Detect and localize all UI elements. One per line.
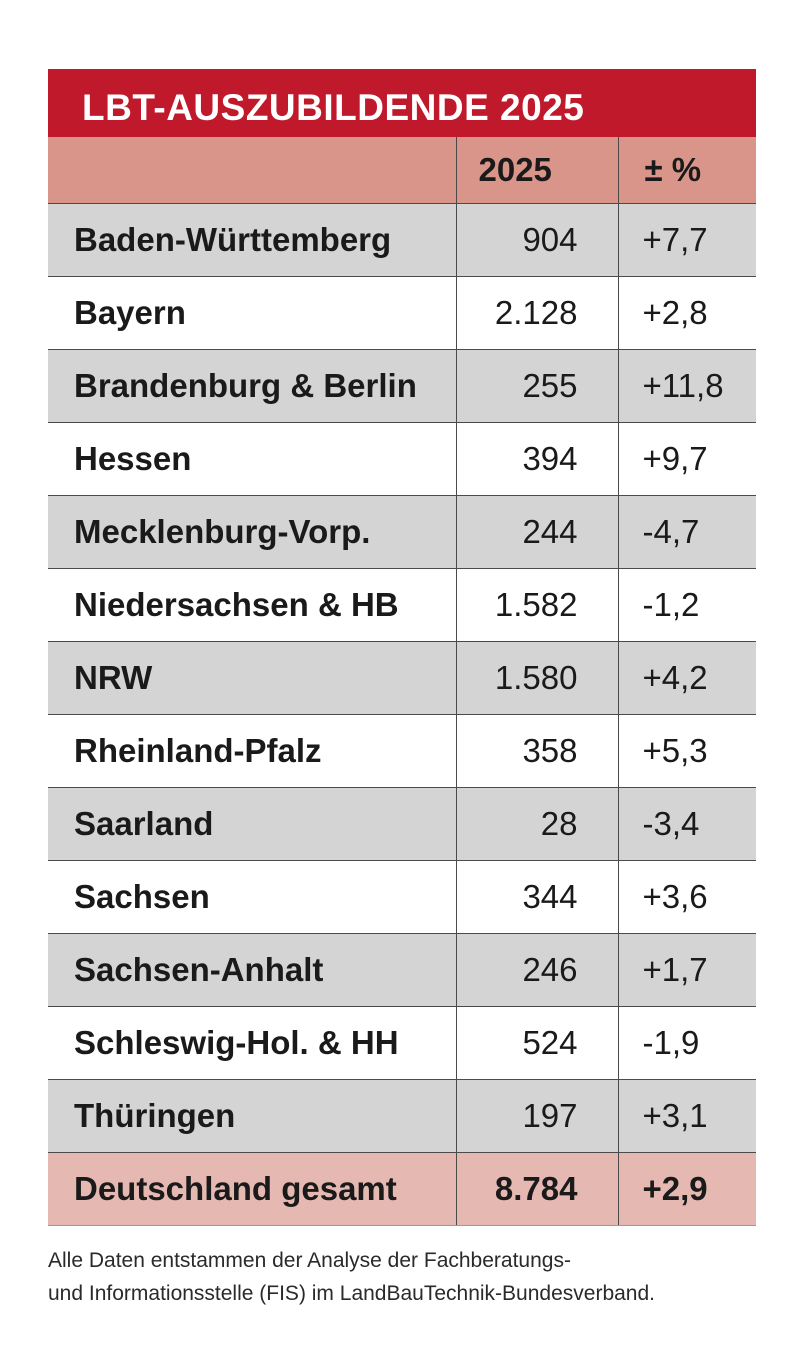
value-cell: 244	[455, 495, 618, 569]
table-row: Bayern 2.128 +2,8	[48, 276, 756, 350]
region-label: Mecklenburg-Vorp.	[48, 495, 456, 569]
region-label: Schleswig-Hol. & HH	[48, 1006, 456, 1080]
total-label: Deutschland gesamt	[48, 1152, 456, 1226]
table-row: Sachsen 344 +3,6	[48, 860, 756, 934]
region-label: Hessen	[48, 422, 456, 496]
value-cell: 197	[455, 1079, 618, 1153]
total-row: Deutschland gesamt 8.784 +2,9	[48, 1152, 756, 1226]
region-label: NRW	[48, 641, 456, 715]
change-cell: +4,2	[617, 641, 756, 715]
region-label: Baden-Württemberg	[48, 203, 456, 277]
value-cell: 2.128	[455, 276, 618, 350]
data-table-container: LBT-AUSZUBILDENDE 2025 2025 ± % Baden-Wü…	[48, 69, 756, 1226]
change-cell: -3,4	[617, 787, 756, 861]
value-cell: 255	[455, 349, 618, 423]
change-cell: +3,1	[617, 1079, 756, 1153]
table-row: NRW 1.580 +4,2	[48, 641, 756, 715]
region-label: Saarland	[48, 787, 456, 861]
region-label: Rheinland-Pfalz	[48, 714, 456, 788]
change-cell: +1,7	[617, 933, 756, 1007]
region-label: Bayern	[48, 276, 456, 350]
value-cell: 358	[455, 714, 618, 788]
table-row: Mecklenburg-Vorp. 244 -4,7	[48, 495, 756, 569]
table-row: Brandenburg & Berlin 255 +11,8	[48, 349, 756, 423]
change-cell: +11,8	[617, 349, 756, 423]
table-row: Saarland 28 -3,4	[48, 787, 756, 861]
data-table: 2025 ± % Baden-Württemberg 904 +7,7 Bayern 2…	[48, 137, 756, 1226]
value-cell: 1.580	[455, 641, 618, 715]
region-label: Thüringen	[48, 1079, 456, 1153]
footnote-line-1: Alle Daten entstammen der Analyse der Fa…	[48, 1249, 571, 1272]
value-cell: 246	[455, 933, 618, 1007]
region-label: Brandenburg & Berlin	[48, 349, 456, 423]
value-cell: 394	[455, 422, 618, 496]
change-cell: -1,2	[617, 568, 756, 642]
table-row: Hessen 394 +9,7	[48, 422, 756, 496]
value-cell: 1.582	[455, 568, 618, 642]
change-cell: +7,7	[617, 203, 756, 277]
table-row: Rheinland-Pfalz 358 +5,3	[48, 714, 756, 788]
table-row: Schleswig-Hol. & HH 524 -1,9	[48, 1006, 756, 1080]
change-cell: +3,6	[617, 860, 756, 934]
column-header-region	[48, 137, 456, 204]
total-value: 8.784	[455, 1152, 618, 1226]
total-change: +2,9	[617, 1152, 756, 1226]
table-row: Sachsen-Anhalt 246 +1,7	[48, 933, 756, 1007]
value-cell: 344	[455, 860, 618, 934]
value-cell: 904	[455, 203, 618, 277]
table-body: Baden-Württemberg 904 +7,7 Bayern 2.128 +2,8 B…	[48, 203, 756, 1153]
table-title: LBT-AUSZUBILDENDE 2025	[48, 69, 756, 137]
table-row: Thüringen 197 +3,1	[48, 1079, 756, 1153]
table-header-row: 2025 ± %	[48, 137, 756, 204]
change-cell: +2,8	[617, 276, 756, 350]
change-cell: -4,7	[617, 495, 756, 569]
table-row: Niedersachsen & HB 1.582 -1,2	[48, 568, 756, 642]
region-label: Niedersachsen & HB	[48, 568, 456, 642]
column-header-year: 2025	[455, 137, 618, 204]
source-footnote: Alle Daten entstammen der Analyse der Fa…	[48, 1244, 768, 1310]
change-cell: +9,7	[617, 422, 756, 496]
change-cell: +5,3	[617, 714, 756, 788]
region-label: Sachsen	[48, 860, 456, 934]
region-label: Sachsen-Anhalt	[48, 933, 456, 1007]
value-cell: 28	[455, 787, 618, 861]
column-header-change: ± %	[617, 137, 756, 204]
change-cell: -1,9	[617, 1006, 756, 1080]
footnote-line-2: und Informationsstelle (FIS) im LandBauT…	[48, 1282, 655, 1305]
table-row: Baden-Württemberg 904 +7,7	[48, 203, 756, 277]
value-cell: 524	[455, 1006, 618, 1080]
